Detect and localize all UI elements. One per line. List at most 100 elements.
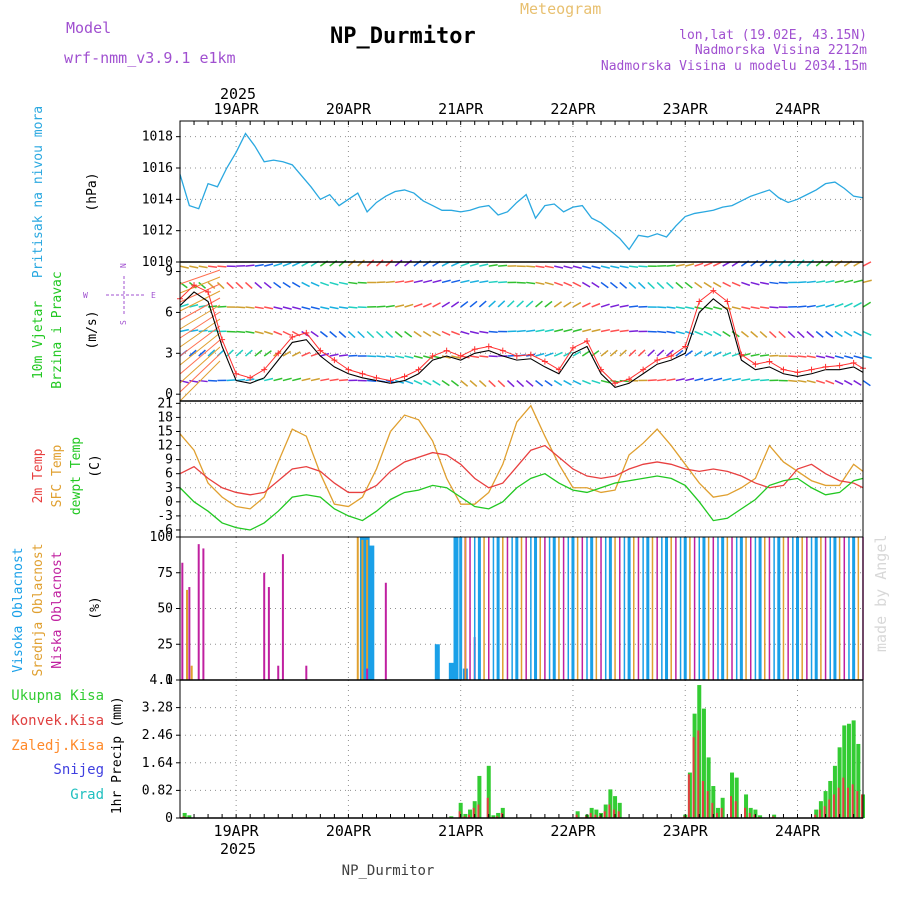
precip-conv-bar <box>692 737 695 818</box>
wind-barb <box>778 281 788 284</box>
wind-gust-point <box>233 370 240 377</box>
wind-barb <box>469 330 479 335</box>
cloud-overcast-bar <box>492 537 495 680</box>
cloud-overcast-bar <box>777 537 781 680</box>
wind-gust-point <box>583 338 590 345</box>
wind-barb <box>713 306 723 310</box>
wind-gust-point <box>724 298 731 305</box>
wind-barb <box>432 279 442 284</box>
wind-barb <box>572 379 582 386</box>
wind-gust-point <box>429 353 436 360</box>
wind-barb <box>497 300 506 308</box>
precip-total-bar <box>734 777 739 818</box>
wind-barb <box>479 355 489 358</box>
wind-barb <box>479 280 489 284</box>
wind-gust-point <box>275 350 282 357</box>
wind-barb <box>535 265 545 269</box>
cloud-overcast-bar <box>604 537 607 680</box>
top-date-label: 24APR <box>775 100 821 118</box>
cloud-overcast-bar <box>749 537 752 680</box>
cloud-overcast-bar <box>833 537 837 680</box>
cloud-low-bar <box>384 582 387 680</box>
wind-barb <box>441 379 450 387</box>
precip-conv-bar <box>715 812 718 818</box>
wind-barb <box>862 301 872 308</box>
wind-barb <box>291 281 301 288</box>
cloud-overcast-bar <box>679 537 682 680</box>
wind-barb <box>264 306 274 310</box>
wind-barb <box>310 330 319 338</box>
pressure-unit: (hPa) <box>85 172 100 211</box>
wind-barb <box>768 259 777 267</box>
wind-barb <box>657 330 667 334</box>
wind-barb <box>647 349 655 357</box>
wind-barb <box>834 279 844 284</box>
y-tick-label: 1.64 <box>142 756 173 771</box>
precip-conv-bar <box>753 814 756 818</box>
y-tick-label: 18 <box>157 410 173 425</box>
cloud-mid-bar <box>366 539 369 680</box>
precip-total-bar <box>182 812 187 818</box>
cloud-overcast-bar <box>758 537 762 680</box>
wind-barb <box>675 263 685 267</box>
y-tick-label: 25 <box>157 637 173 652</box>
wind-barb <box>282 306 292 310</box>
wind-barb <box>656 349 665 357</box>
y-tick-label: 0 <box>165 673 173 688</box>
wind-barb <box>488 263 498 267</box>
wind-barb <box>525 379 534 387</box>
wind-gust-point <box>612 380 619 387</box>
wind-barb <box>179 328 189 333</box>
wind-barb <box>572 350 582 357</box>
wind-gust-point <box>247 374 254 381</box>
cloud-overcast-bar <box>586 537 588 680</box>
cloud-overcast-bar <box>623 537 626 680</box>
model-name: wrf-nmm_v3.9.1 e1km <box>64 49 236 67</box>
wind-barb <box>451 355 461 359</box>
cloud-high-bar <box>453 537 459 680</box>
wind-barb <box>694 281 703 289</box>
wind-barb <box>816 355 826 359</box>
wind-barb <box>179 332 221 366</box>
wind-barb <box>553 281 563 287</box>
wind-barb <box>264 377 274 382</box>
wind-barb <box>273 281 282 289</box>
cloud-overcast-bar <box>567 537 570 680</box>
panel-frame <box>179 400 864 538</box>
cloud-overcast-bar <box>464 537 467 680</box>
cloud-overcast-bar <box>739 537 743 680</box>
cloud-overcast-bar <box>515 537 519 680</box>
precip-total-bar <box>449 816 454 818</box>
cloud-high-ylabel: Visoka Oblacnost <box>11 547 26 672</box>
y-tick-label: 0 <box>165 387 173 402</box>
wind-barb <box>619 265 629 269</box>
y-tick-label: 0 <box>165 495 173 510</box>
wind-barb <box>310 377 320 382</box>
cloud-overcast-bar <box>792 537 794 680</box>
top-date-label: 22APR <box>550 100 596 118</box>
wind-barb <box>179 346 221 384</box>
y-tick-label: 9 <box>165 453 173 468</box>
wind-barb <box>610 304 620 308</box>
wind-gust-line <box>179 284 864 384</box>
wind-barb <box>329 281 339 286</box>
wind-barb <box>413 279 423 284</box>
wind-barb <box>581 350 591 357</box>
dewpt-ylabel: dewpt Temp <box>69 437 84 515</box>
wind-gust-point <box>359 370 366 377</box>
y-tick-label: 1010 <box>142 255 173 270</box>
wind-barb <box>647 281 655 290</box>
precip-conv-bar <box>711 802 714 818</box>
wind-barb <box>282 262 292 267</box>
wind-barb <box>310 306 320 310</box>
wind-barb <box>385 280 395 284</box>
wind-barb <box>853 302 862 308</box>
wind-barb <box>563 265 573 269</box>
wind-barb <box>488 280 498 284</box>
cloud-high-bar <box>448 662 454 680</box>
wind-gust-point <box>682 343 689 350</box>
wind-barb <box>526 265 536 268</box>
wind-barb <box>591 265 601 269</box>
wind-barb <box>685 263 695 267</box>
wind-barb <box>282 350 292 357</box>
